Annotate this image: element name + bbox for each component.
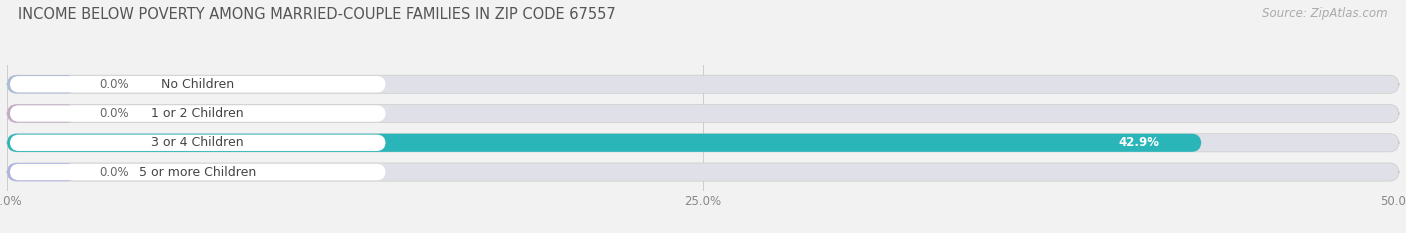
FancyBboxPatch shape xyxy=(7,75,1399,93)
Text: 3 or 4 Children: 3 or 4 Children xyxy=(152,136,245,149)
Text: 42.9%: 42.9% xyxy=(1119,136,1160,149)
FancyBboxPatch shape xyxy=(7,163,77,181)
Text: 5 or more Children: 5 or more Children xyxy=(139,165,256,178)
FancyBboxPatch shape xyxy=(10,105,385,122)
Text: INCOME BELOW POVERTY AMONG MARRIED-COUPLE FAMILIES IN ZIP CODE 67557: INCOME BELOW POVERTY AMONG MARRIED-COUPL… xyxy=(18,7,616,22)
Text: No Children: No Children xyxy=(162,78,235,91)
Text: 0.0%: 0.0% xyxy=(98,78,128,91)
Text: 0.0%: 0.0% xyxy=(98,165,128,178)
FancyBboxPatch shape xyxy=(7,134,1201,152)
FancyBboxPatch shape xyxy=(10,76,385,93)
Text: Source: ZipAtlas.com: Source: ZipAtlas.com xyxy=(1263,7,1388,20)
FancyBboxPatch shape xyxy=(7,104,77,123)
Text: 1 or 2 Children: 1 or 2 Children xyxy=(152,107,245,120)
FancyBboxPatch shape xyxy=(7,75,77,93)
FancyBboxPatch shape xyxy=(7,134,1399,152)
FancyBboxPatch shape xyxy=(7,163,1399,181)
Text: 0.0%: 0.0% xyxy=(98,107,128,120)
FancyBboxPatch shape xyxy=(7,104,1399,123)
FancyBboxPatch shape xyxy=(10,164,385,180)
FancyBboxPatch shape xyxy=(10,135,385,151)
